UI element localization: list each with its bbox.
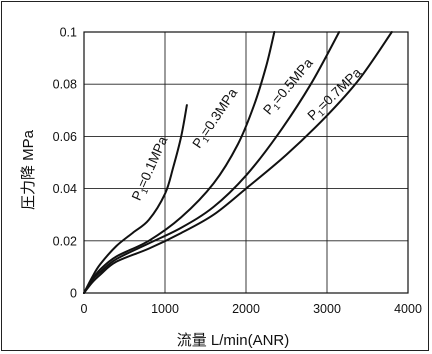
series-line-3 [83,31,341,294]
series-line-4 [83,31,393,294]
x-tick-label: 4000 [394,302,422,316]
grid [84,32,408,293]
x-tick-labels: 0 1000 2000 3000 4000 [81,302,422,316]
y-tick-label: 0.04 [53,182,77,196]
plot-border [83,31,409,294]
x-tick-label: 1000 [151,302,179,316]
curves [83,31,393,294]
y-tick-label: 0.1 [60,26,77,40]
series-line-2 [83,31,276,294]
y-tick-label: 0 [70,287,77,301]
series-label-4: P1=0.7MPa [305,65,366,125]
series-label-2: P1=0.3MPa [189,85,242,152]
y-tick-label: 0.08 [53,78,77,92]
x-tick-label: 3000 [313,302,341,316]
y-tick-label: 0.02 [53,234,77,248]
y-tick-label: 0.06 [53,130,77,144]
y-axis-title: 圧力降 MPa [20,129,37,210]
x-tick-label: 0 [81,302,88,316]
chart-frame [1,1,429,351]
series-line-1 [83,104,188,294]
x-tick-label: 2000 [232,302,260,316]
y-tick-labels: 0 0.02 0.04 0.06 0.08 0.1 [53,26,77,301]
x-axis-title: 流量 L/min(ANR) [177,332,290,349]
